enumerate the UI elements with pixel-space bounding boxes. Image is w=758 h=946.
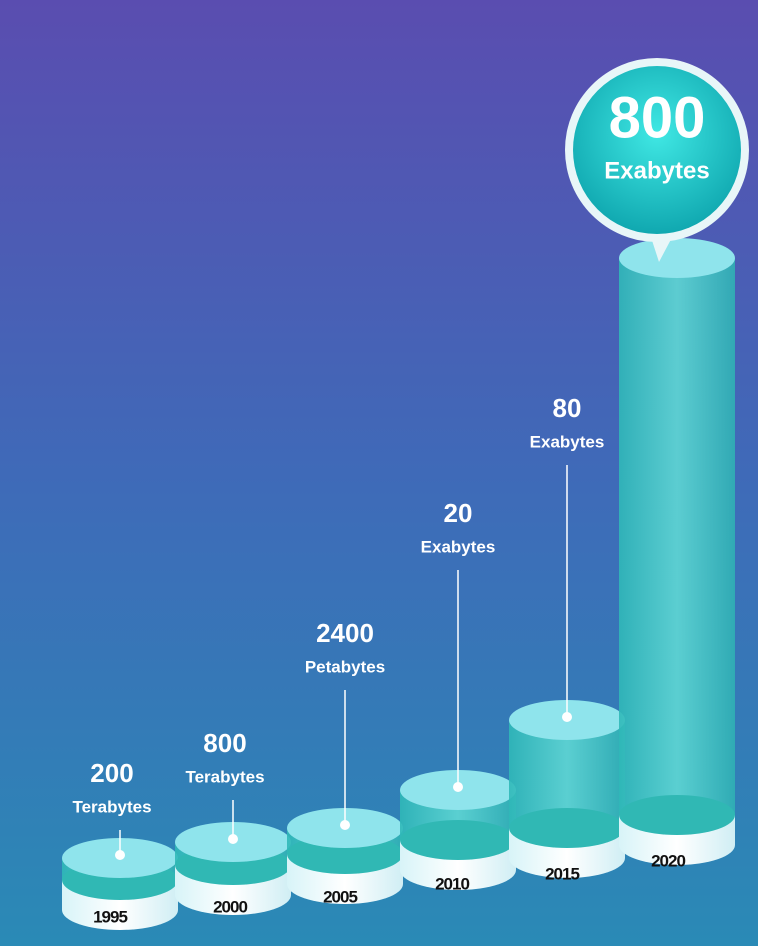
year-label: 2020 [651, 851, 685, 870]
cylinder-body [619, 258, 735, 815]
cylinder-top [619, 238, 735, 278]
cylinder-bottom [287, 864, 403, 904]
cylinder-bottom [62, 890, 178, 930]
value-label: 80 [553, 393, 582, 423]
unit-label: Terabytes [185, 767, 264, 786]
year-label: 2010 [435, 874, 469, 893]
value-label: 200 [90, 758, 133, 788]
value-label: 2400 [316, 618, 374, 648]
cylinder-inner [509, 808, 625, 848]
drop [340, 820, 350, 830]
year-label: 1995 [93, 907, 127, 926]
drop [228, 834, 238, 844]
cylinder-inner [400, 820, 516, 860]
value-label: 20 [444, 498, 473, 528]
unit-label: Terabytes [72, 797, 151, 816]
cylinder-bottom [400, 850, 516, 890]
year-label: 2015 [545, 864, 579, 883]
drop [115, 850, 125, 860]
cylinder-inner [619, 795, 735, 835]
cylinder-bottom [509, 838, 625, 878]
drop [562, 712, 572, 722]
cylinder-bottom [619, 825, 735, 865]
unit-label: Petabytes [305, 657, 385, 676]
year-label: 2000 [213, 897, 247, 916]
value-label: 800 [609, 85, 706, 150]
bubble [573, 66, 741, 234]
unit-label: Exabytes [421, 537, 496, 556]
unit-label: Exabytes [530, 432, 605, 451]
unit-label: Exabytes [604, 157, 709, 184]
year-label: 2005 [323, 887, 357, 906]
cylinders: 1995 200 Terabytes 2000 800 Terabytes 2005 2400… [62, 58, 749, 930]
drop [453, 782, 463, 792]
value-label: 800 [203, 728, 246, 758]
cylinder-bottom [175, 875, 291, 915]
